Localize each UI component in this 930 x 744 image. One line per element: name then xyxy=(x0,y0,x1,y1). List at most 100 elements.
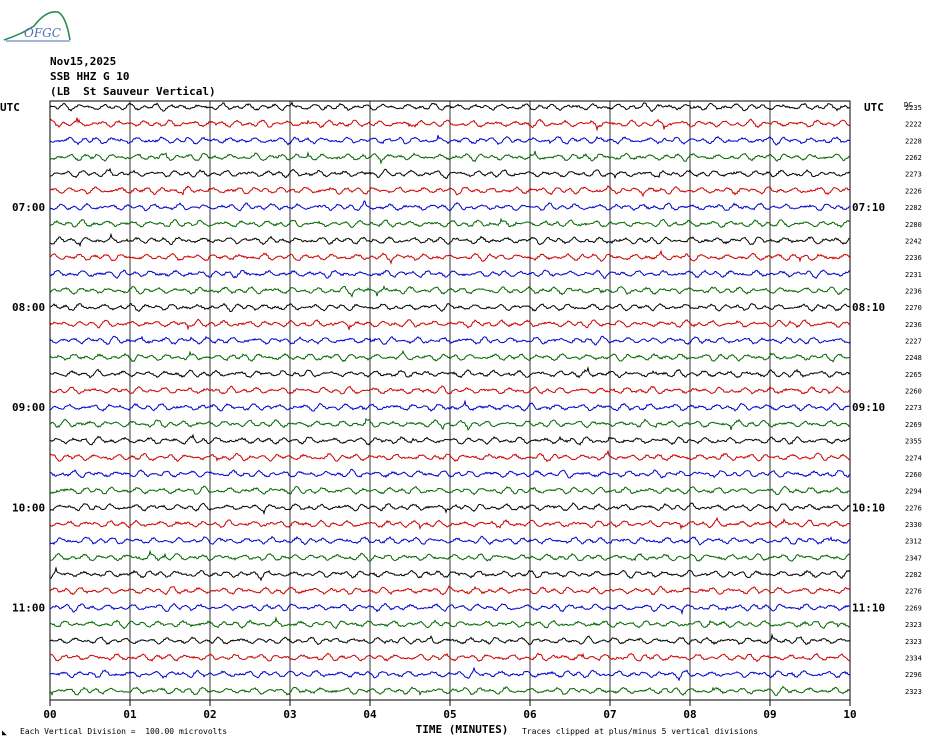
right-utc-header: UTC xyxy=(864,101,884,114)
seismic-trace xyxy=(49,184,851,198)
dc-offset-label: 2260 xyxy=(905,471,922,479)
right-hour-label: 09:10 xyxy=(852,401,885,414)
dc-offset-label: 2323 xyxy=(905,638,922,646)
seismic-trace xyxy=(49,666,851,682)
seismic-trace xyxy=(49,101,851,113)
seismic-trace xyxy=(49,385,851,395)
logo-text: OFGC xyxy=(24,26,61,40)
x-tick-label: 02 xyxy=(203,708,216,721)
seismic-trace xyxy=(49,318,851,331)
right-hour-label: 08:10 xyxy=(852,301,885,314)
dc-offset-label: 2274 xyxy=(905,454,922,462)
seismic-trace xyxy=(49,285,851,298)
x-tick-label: 04 xyxy=(363,708,377,721)
seismic-trace xyxy=(49,365,851,379)
seismic-trace xyxy=(49,633,851,646)
seismic-trace xyxy=(49,232,851,248)
seismic-trace xyxy=(49,502,851,515)
header-date: Nov15,2025 xyxy=(50,55,117,68)
dc-offset-label: 2355 xyxy=(905,438,922,446)
dc-offset-label: 2248 xyxy=(905,354,922,362)
dc-offset-label: 2330 xyxy=(905,521,922,529)
seismic-trace xyxy=(49,217,851,228)
seismic-trace xyxy=(49,685,851,697)
left-hour-label: 07:00 xyxy=(12,201,45,214)
seismic-trace xyxy=(49,417,851,431)
x-tick-label: 07 xyxy=(603,708,616,721)
dc-offset-label: 2276 xyxy=(905,588,922,596)
footer-clipping-note: Traces clipped at plus/minus 5 vertical … xyxy=(522,727,759,736)
x-tick-label: 01 xyxy=(123,708,137,721)
dc-offset-label: 2280 xyxy=(905,221,922,229)
dc-offset-label: 2282 xyxy=(905,204,922,212)
seismic-trace xyxy=(49,516,851,531)
seismic-trace xyxy=(49,468,851,479)
x-tick-label: 08 xyxy=(683,708,696,721)
dc-offset-label: 2276 xyxy=(905,504,922,512)
dc-offset-label: 2236 xyxy=(905,321,922,329)
seismic-trace xyxy=(49,135,851,146)
seismic-trace xyxy=(49,549,851,562)
seismic-trace xyxy=(49,535,851,546)
x-tick-label: 03 xyxy=(283,708,296,721)
seismic-trace xyxy=(49,150,851,165)
seismic-trace xyxy=(49,249,851,265)
dc-header: DC xyxy=(904,101,912,109)
seismic-trace xyxy=(49,269,851,280)
seismic-trace xyxy=(49,349,851,363)
x-tick-label: 06 xyxy=(523,708,537,721)
x-tick-label: 00 xyxy=(43,708,56,721)
header-site: (LB St Sauveur Vertical) xyxy=(50,85,216,98)
right-hour-label: 11:10 xyxy=(852,601,885,614)
dc-offset-label: 2334 xyxy=(905,654,922,662)
dc-offset-label: 2273 xyxy=(905,171,922,179)
dc-offset-label: 2227 xyxy=(905,338,922,346)
dc-offset-label: 2294 xyxy=(905,488,922,496)
x-axis-title: TIME (MINUTES) xyxy=(416,723,509,736)
dc-offset-label: 2262 xyxy=(905,154,922,162)
dc-offset-label: 2296 xyxy=(905,671,922,679)
dc-offset-label: 2270 xyxy=(905,304,922,312)
seismic-trace xyxy=(49,566,851,582)
seismic-trace xyxy=(49,585,851,596)
footer-division-note: Each Vertical Division = 100.00 microvol… xyxy=(20,727,228,736)
right-hour-label: 10:10 xyxy=(852,501,885,514)
seismic-trace xyxy=(49,167,851,180)
seismic-trace xyxy=(49,335,851,346)
seismic-trace xyxy=(49,602,851,616)
footer-corner: ◣ xyxy=(2,728,7,737)
dc-offset-label: 2265 xyxy=(905,371,922,379)
seismic-trace xyxy=(49,652,851,663)
dc-offset-label: 2236 xyxy=(905,287,922,295)
dc-offset-label: 2312 xyxy=(905,538,922,546)
seismic-trace xyxy=(49,117,851,132)
seismic-trace xyxy=(49,302,851,312)
dc-offset-label: 2273 xyxy=(905,404,922,412)
seismic-trace xyxy=(49,616,851,630)
x-tick-label: 10 xyxy=(843,708,856,721)
seismic-trace xyxy=(49,449,851,463)
dc-offset-label: 2226 xyxy=(905,187,922,195)
dc-offset-label: 2242 xyxy=(905,237,922,245)
x-tick-label: 09 xyxy=(763,708,776,721)
left-hour-label: 09:00 xyxy=(12,401,45,414)
dc-offset-label: 2235 xyxy=(905,104,922,112)
left-utc-header: UTC xyxy=(0,101,20,114)
logo-mountain-icon xyxy=(3,10,71,42)
dc-offset-label: 2269 xyxy=(905,604,922,612)
dc-offset-label: 2222 xyxy=(905,121,922,129)
dc-offset-label: 2323 xyxy=(905,688,922,696)
dc-offset-label: 2231 xyxy=(905,271,922,279)
dc-offset-label: 2236 xyxy=(905,254,922,262)
right-hour-label: 07:10 xyxy=(852,201,885,214)
seismic-trace xyxy=(49,433,851,446)
logo: OFGC xyxy=(2,4,72,44)
seismic-trace xyxy=(49,200,851,212)
dc-offset-label: 2323 xyxy=(905,621,922,629)
seismic-trace xyxy=(49,399,851,412)
dc-offset-label: 2347 xyxy=(905,554,922,562)
header-station: SSB HHZ G 10 xyxy=(50,70,130,83)
left-hour-label: 08:00 xyxy=(12,301,45,314)
dc-offset-label: 2269 xyxy=(905,421,922,429)
